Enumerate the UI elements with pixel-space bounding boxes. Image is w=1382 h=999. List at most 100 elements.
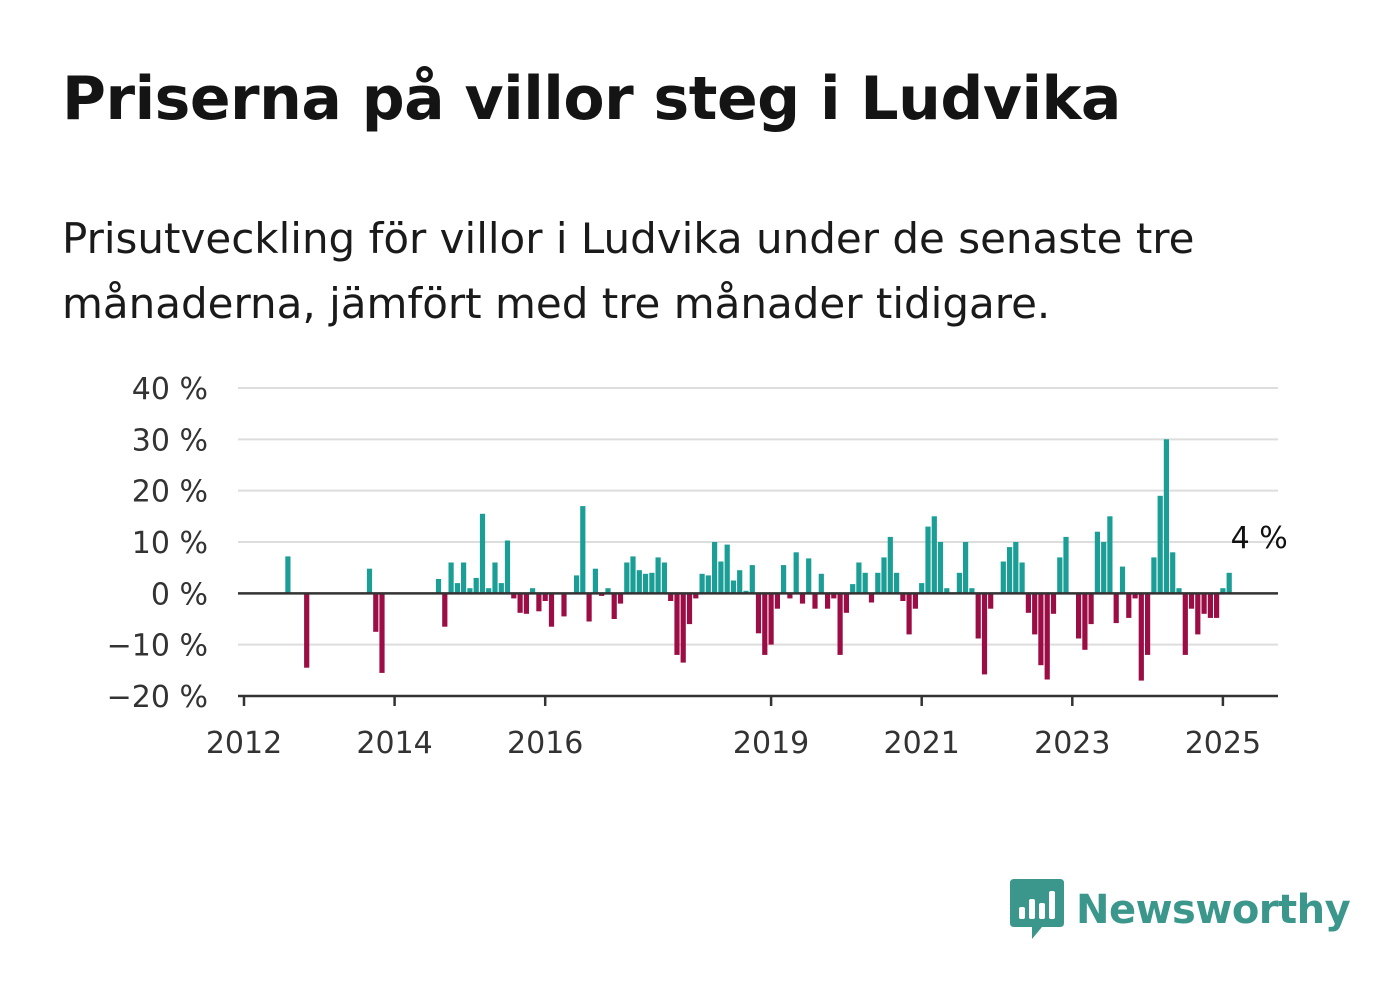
- bar: [1094, 531, 1100, 594]
- bar: [875, 572, 881, 594]
- bar: [1013, 542, 1019, 594]
- latest-value-label: 4 %: [1231, 521, 1288, 556]
- bar: [900, 593, 906, 601]
- bar: [561, 593, 567, 617]
- bar: [1138, 593, 1144, 681]
- bar: [868, 593, 875, 603]
- bar: [1170, 552, 1176, 594]
- bar: [442, 593, 448, 627]
- bar: [825, 593, 831, 609]
- x-tick-label: 2012: [206, 726, 282, 761]
- bar: [492, 562, 498, 594]
- bar: [925, 526, 931, 594]
- bar: [969, 588, 975, 594]
- x-tick-label: 2016: [507, 726, 583, 761]
- bar: [592, 568, 598, 594]
- bar: [956, 572, 962, 594]
- bar: [850, 584, 856, 594]
- chart-title: Priserna på villor steg i Ludvika: [62, 64, 1121, 134]
- bar: [1163, 439, 1169, 594]
- bar: [479, 513, 486, 594]
- bar: [661, 562, 667, 594]
- bar: [599, 593, 605, 596]
- bar: [1000, 561, 1006, 594]
- bar: [1032, 593, 1038, 635]
- bar: [630, 556, 636, 594]
- y-tick-label: 40 %: [132, 372, 208, 407]
- bar: [699, 573, 705, 594]
- bar: [304, 593, 310, 668]
- bar: [1126, 593, 1132, 618]
- bar: [366, 568, 373, 594]
- bars: [285, 439, 1232, 681]
- bar: [1176, 588, 1182, 594]
- bar: [856, 562, 862, 594]
- x-tick-label: 2019: [733, 726, 809, 761]
- bar: [781, 565, 787, 594]
- bar: [818, 573, 824, 594]
- bar: [1119, 566, 1126, 594]
- bar: [906, 593, 912, 635]
- bar: [1107, 516, 1113, 594]
- y-tick-label: 30 %: [132, 423, 208, 458]
- bar: [668, 593, 674, 601]
- bar: [1076, 593, 1082, 639]
- bar: [705, 575, 711, 594]
- bar: [693, 593, 699, 599]
- bar: [536, 593, 542, 612]
- bar: [285, 556, 291, 594]
- x-tick-label: 2021: [884, 726, 960, 761]
- bar: [712, 542, 718, 594]
- bar: [542, 593, 548, 601]
- bar: [504, 540, 511, 594]
- bar: [749, 565, 755, 594]
- bar: [937, 542, 944, 594]
- bar: [944, 588, 950, 594]
- bar: [887, 536, 893, 594]
- bar: [649, 572, 655, 594]
- x-tick-label: 2025: [1185, 726, 1261, 761]
- logo-wordmark: Newsworthy: [1076, 887, 1351, 933]
- bar: [1025, 593, 1031, 613]
- bar: [919, 583, 925, 594]
- bar: [774, 593, 780, 609]
- bar: [580, 506, 586, 594]
- bar: [831, 593, 837, 599]
- bar: [636, 570, 642, 594]
- bar: [1145, 593, 1151, 655]
- bar: [1132, 593, 1138, 599]
- bar: [762, 593, 768, 655]
- bar: [674, 593, 680, 655]
- bar: [837, 593, 843, 655]
- y-tick-label: −20 %: [107, 680, 208, 715]
- bar: [1038, 593, 1044, 666]
- bar: [373, 593, 379, 632]
- gridlines: [238, 387, 1278, 646]
- y-tick-label: 0 %: [151, 577, 208, 612]
- bar: [530, 588, 536, 594]
- bar: [1220, 588, 1226, 594]
- newsworthy-logo[interactable]: Newsworthy: [1010, 878, 1351, 942]
- bar: [1214, 593, 1220, 618]
- bar: [1007, 547, 1013, 594]
- bar: [862, 572, 868, 594]
- bar: [498, 583, 504, 594]
- newsworthy-bar-chart-icon: [1010, 879, 1064, 939]
- x-tick-label: 2014: [356, 726, 432, 761]
- chart-subtitle: Prisutveckling för villor i Ludvika unde…: [62, 214, 1195, 328]
- bar: [486, 588, 492, 594]
- bar: [1050, 593, 1057, 614]
- bar: [881, 557, 887, 594]
- bar: [454, 583, 460, 594]
- bar: [548, 593, 555, 627]
- bar: [737, 570, 743, 594]
- bar: [1044, 593, 1050, 680]
- bar: [1157, 495, 1163, 594]
- bar: [1082, 593, 1088, 650]
- bar: [686, 593, 693, 625]
- y-tick-label: 20 %: [132, 475, 208, 510]
- bar: [517, 593, 523, 613]
- bar: [1207, 593, 1213, 618]
- bar: [912, 593, 918, 609]
- bar: [975, 593, 981, 639]
